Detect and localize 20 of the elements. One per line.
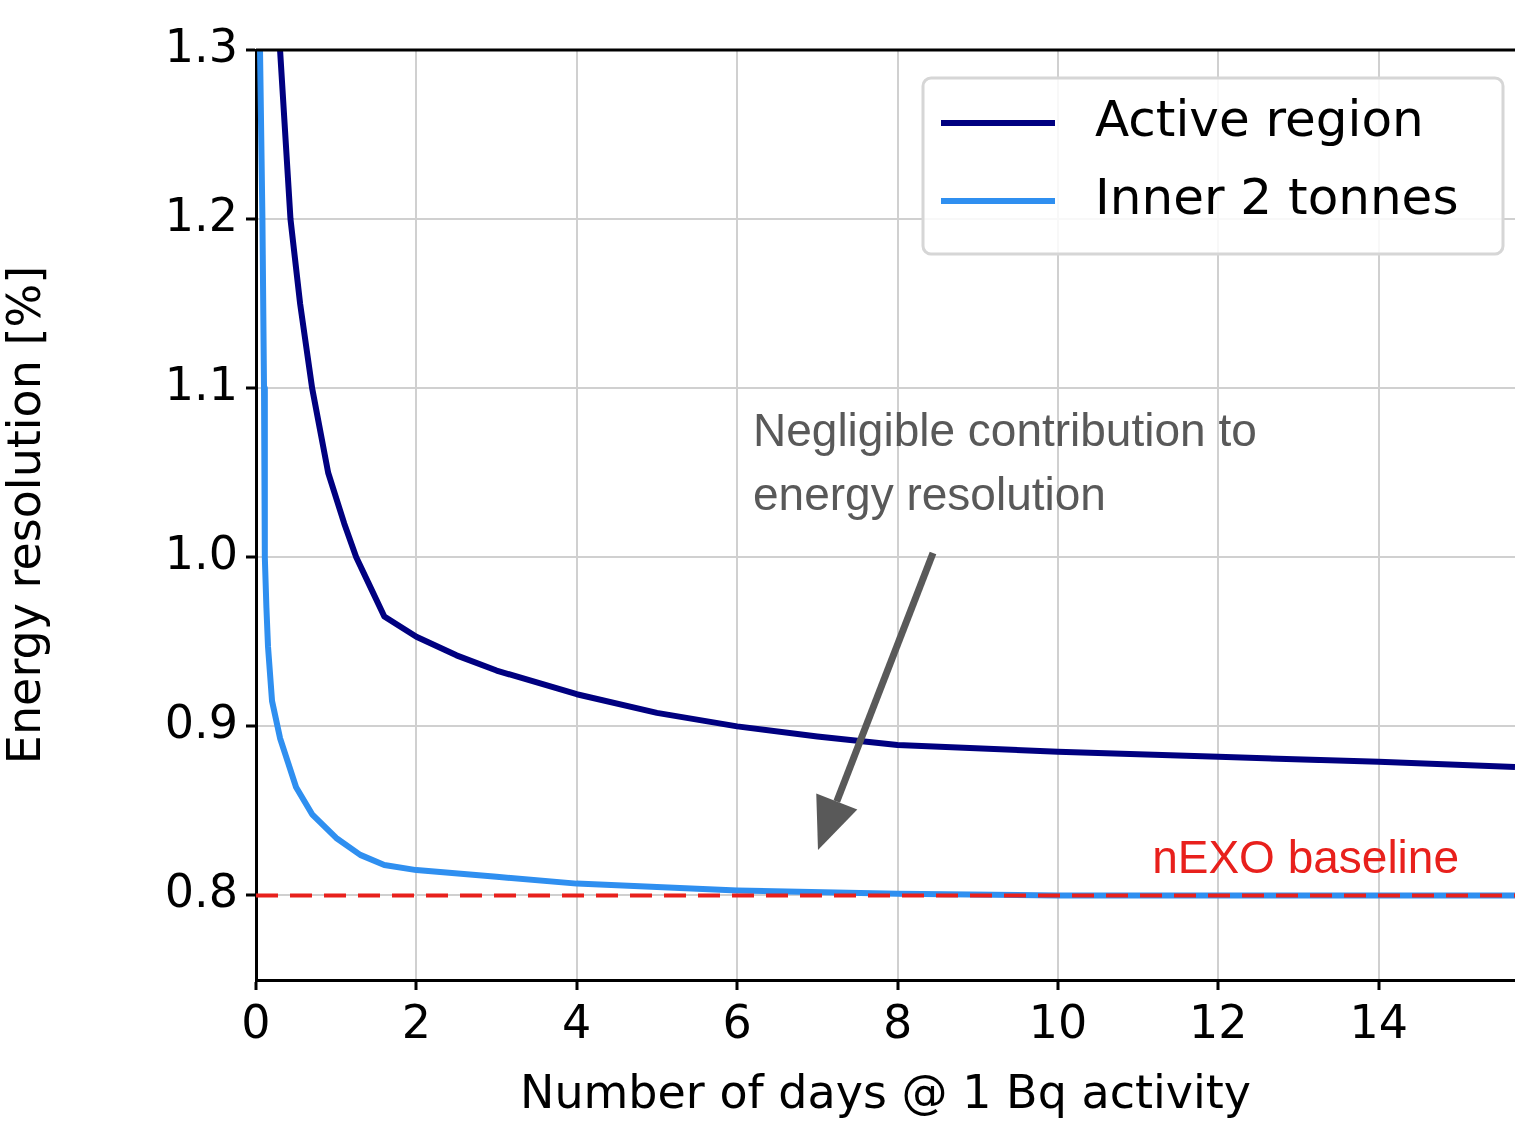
x-tick-label: 0 <box>241 994 271 1049</box>
x-tick-label: 6 <box>722 994 752 1049</box>
y-tick-label: 1.1 <box>164 357 238 412</box>
y-axis-title: Energy resolution [%] <box>0 265 51 765</box>
ref-line-label: nEXO baseline <box>1152 831 1459 884</box>
x-tick-label: 2 <box>401 994 432 1049</box>
x-tick-label: 4 <box>562 994 592 1049</box>
x-tick-label: 8 <box>882 994 913 1049</box>
y-tick-label: 0.8 <box>164 864 238 919</box>
legend-label: Active region <box>1095 89 1424 148</box>
y-tick-label: 0.9 <box>164 695 238 750</box>
x-tick-label: 12 <box>1189 994 1248 1049</box>
legend-label: Inner 2 tonnes <box>1095 167 1459 226</box>
annotation: Negligible contribution to energy resolution <box>753 404 1257 520</box>
y-tick-label: 1.0 <box>164 526 238 581</box>
y-tick-label: 1.2 <box>164 188 238 243</box>
y-tick-label: 1.3 <box>164 18 238 73</box>
x-tick-label: 10 <box>1028 994 1088 1049</box>
x-tick-label: 14 <box>1349 994 1408 1049</box>
x-axis-title: Number of days @ 1 Bq activity <box>519 1065 1252 1120</box>
